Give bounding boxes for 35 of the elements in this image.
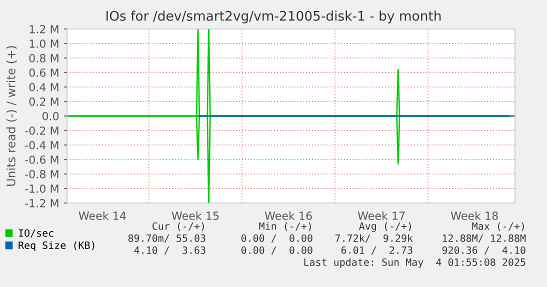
y-tick-label: -1.0 M bbox=[25, 184, 58, 193]
text: 89.70m/ 55.03 bbox=[128, 234, 206, 243]
y-axis-title: Units read (-) / write (+) bbox=[6, 46, 17, 186]
text: 12.88M/ 12.88M bbox=[442, 234, 526, 243]
text: Cur (-/+) bbox=[152, 222, 204, 232]
text: Avg (-/+) bbox=[359, 222, 411, 232]
x-tick-label: Week 18 bbox=[450, 211, 498, 220]
y-tick-label: -1.2 M bbox=[25, 198, 58, 208]
y-tick-label: -0.6 M bbox=[25, 155, 58, 164]
chart-title: IOs for /dev/smart2vg/vm-21005-disk-1 - by month bbox=[106, 10, 441, 24]
y-tick-label: 1.0 M bbox=[30, 39, 58, 48]
text: Min (-/+) bbox=[259, 222, 311, 232]
text: 6.01 / 2.73 bbox=[341, 246, 412, 255]
legend-label: IO/sec bbox=[18, 229, 54, 238]
x-tick-label: Week 16 bbox=[264, 211, 312, 220]
text: 0.00 / 0.00 bbox=[241, 234, 312, 243]
x-tick-label: Week 14 bbox=[78, 211, 126, 220]
text: 920.36 / 4.10 bbox=[442, 246, 526, 255]
y-tick-label: -0.2 M bbox=[25, 126, 58, 135]
x-tick-label: Week 17 bbox=[358, 211, 405, 220]
y-tick-label: 1.2 M bbox=[30, 24, 58, 34]
text: 4.10 / 3.63 bbox=[134, 246, 206, 255]
text: Max (-/+) bbox=[472, 222, 524, 232]
y-tick-label: -0.4 M bbox=[25, 140, 58, 150]
y-tick-label: 0.2 M bbox=[29, 97, 58, 106]
text: 0.00 / 0.00 bbox=[241, 246, 312, 255]
text: 7.72k/ 9.29k bbox=[335, 234, 413, 243]
x-tick-label: Week 15 bbox=[172, 211, 219, 220]
legend-label: Req Size (KB) bbox=[18, 241, 94, 251]
y-tick-label: 0.8 M bbox=[29, 54, 58, 62]
text: Last update: Sun May 4 01:55:08 2025 bbox=[304, 258, 526, 268]
y-tick-label: 0.4 M bbox=[29, 82, 58, 92]
y-tick-label: 0.6 M bbox=[29, 68, 58, 77]
y-tick-label: -0.8 M bbox=[25, 170, 58, 178]
y-tick-label: 0.0 bbox=[42, 112, 59, 120]
